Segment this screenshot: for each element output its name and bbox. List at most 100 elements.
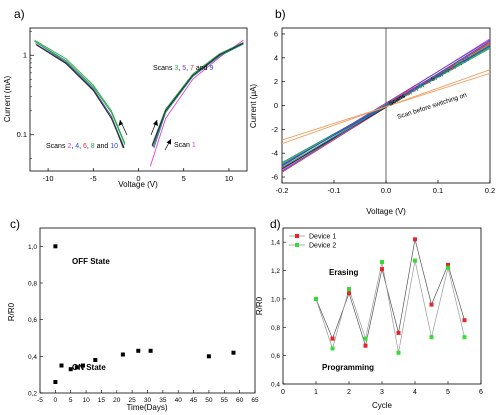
d-series-1-point: [380, 267, 384, 272]
c-data-point: [231, 350, 236, 355]
d-series-2-point: [363, 336, 368, 341]
d-legend-marker: [295, 234, 299, 238]
b-scans-num-10: 6: [436, 72, 443, 80]
b-series-line-7: [281, 46, 491, 164]
a-series-line-6: [34, 40, 126, 145]
panel-b-label: b): [275, 7, 286, 21]
panel-b-series: [281, 38, 491, 173]
d-legend-label: Device 2: [309, 243, 336, 250]
d-series-1-point: [363, 343, 368, 348]
a-ytick-label: 0.1: [17, 130, 27, 139]
b-scans-num-17: ,: [458, 59, 465, 67]
d-series-2-point: [380, 260, 384, 264]
b-scans-num-5: ,: [420, 81, 427, 89]
c-data-point: [74, 365, 79, 370]
b-scans-num-9: ,: [433, 74, 440, 82]
d-ytick-label: 0,6: [271, 353, 280, 360]
b-scans-num-1: ,: [408, 88, 415, 96]
d-legend-label: Device 1: [309, 234, 336, 241]
panel-a-scan1: Scan 1: [174, 142, 196, 149]
panel-c-off-state: OFF State: [72, 257, 110, 266]
d-series-line-2: [315, 260, 465, 353]
c-xtick-label: 10: [82, 397, 90, 404]
a-xtick-label: 10: [225, 174, 233, 183]
a-scans-left-num-2: 4: [75, 143, 79, 150]
b-ytick-label: -6: [271, 173, 278, 182]
b-ytick-label: -4: [271, 149, 278, 158]
d-series-1-point: [330, 336, 335, 341]
a-scans-left-num-4: 6: [83, 143, 87, 150]
b-ytick-label: 4: [274, 53, 278, 62]
b-xtick-label: 0.2: [485, 186, 495, 195]
b-scans-num-8: 5: [430, 75, 437, 83]
a-ytick-label: 1: [23, 51, 27, 60]
d-xtick-label: 4: [413, 389, 417, 396]
a-xtick-label: -5: [90, 174, 97, 183]
c-ytick-label: 0,2: [28, 391, 37, 398]
panel-b-x-ticks: -0.2 -0.1 0.0 0.1 0.2: [276, 180, 495, 195]
c-xtick-label: 25: [129, 397, 137, 404]
a-series-line-3: [151, 41, 244, 145]
d-series-2-point: [330, 346, 335, 351]
b-scans-num-0: 1: [405, 90, 412, 98]
panel-c-points: [53, 244, 236, 384]
d-series-2-point: [314, 296, 318, 301]
a-xtick-label: -10: [43, 174, 54, 183]
a-series-line-8: [35, 43, 124, 149]
b-xtick-label: -0.2: [276, 186, 289, 195]
a-series-line-9: [153, 43, 244, 149]
panel-d-erasing: Erasing: [329, 268, 358, 277]
c-xtick-label: 45: [190, 397, 198, 404]
panel-a-scans-left: Scans 2, 4, 6, 8 and 10: [46, 143, 118, 150]
b-scans-num-11: ,: [439, 70, 446, 78]
b-ytick-label: 0: [274, 101, 278, 110]
a-series-line-2: [34, 39, 126, 144]
c-data-point: [68, 367, 73, 372]
d-ytick-label: 0,4: [271, 382, 280, 389]
a-scans-right-num-2: 5: [182, 65, 186, 72]
a-scans-left-num-6: 8: [91, 143, 95, 150]
c-data-point: [81, 363, 85, 368]
b-scans-num-14: 8: [449, 64, 456, 72]
d-series-2-point: [446, 265, 450, 270]
b-xtick-label: 0.0: [381, 186, 391, 195]
b-scans-num-3: ,: [414, 84, 421, 92]
b-scans-num-6: 4: [424, 79, 431, 87]
c-xtick-label: 5: [69, 397, 73, 404]
c-xtick-label: 40: [175, 397, 183, 404]
panel-a-scans-right: Scans 3, 5, 7 and 9: [153, 65, 213, 72]
b-ytick-label: 6: [274, 29, 278, 38]
a-scans-left-num-8: 10: [110, 143, 118, 150]
panel-d-ylabel: R/R0: [255, 296, 264, 315]
b-series-line-before_b: [281, 72, 491, 141]
b-scans-num-16: 9: [455, 61, 462, 69]
a-series-line-7: [151, 42, 244, 147]
a-scans-left-num-5: ,: [87, 143, 91, 150]
panel-a: a) -10 -5 0 5 10 0.11 Voltage (V) Current (m…: [3, 7, 248, 189]
panel-c-ylabel: R/R0: [7, 302, 16, 321]
d-series-2-point: [396, 350, 401, 355]
b-scans-num-7: ,: [427, 77, 434, 85]
d-series-1-point: [462, 318, 467, 323]
d-series-1-point: [413, 237, 417, 242]
b-scans-num-4: 3: [417, 82, 424, 90]
d-series-line-1: [315, 239, 465, 348]
c-xtick-label: 50: [205, 397, 213, 404]
panel-d-xlabel: Cycle: [372, 401, 393, 410]
panel-a-label: a): [14, 7, 25, 21]
c-ytick-label: 0,6: [28, 317, 37, 324]
arrow-head-icon: [153, 120, 158, 126]
c-data-point: [148, 348, 153, 353]
panel-b-xlabel: Voltage (V): [366, 207, 406, 216]
panel-d-label: d): [270, 217, 281, 231]
a-scans-right-num-6: 9: [209, 65, 213, 72]
arrow-head-icon: [166, 139, 171, 145]
d-series-1-point: [347, 291, 351, 296]
a-scans-left-num-0: 2: [67, 143, 71, 150]
b-scans-num-2: 2: [411, 86, 418, 94]
d-xtick-label: 0: [281, 389, 285, 396]
b-series-line-9: [281, 47, 491, 165]
c-data-point: [53, 380, 58, 384]
